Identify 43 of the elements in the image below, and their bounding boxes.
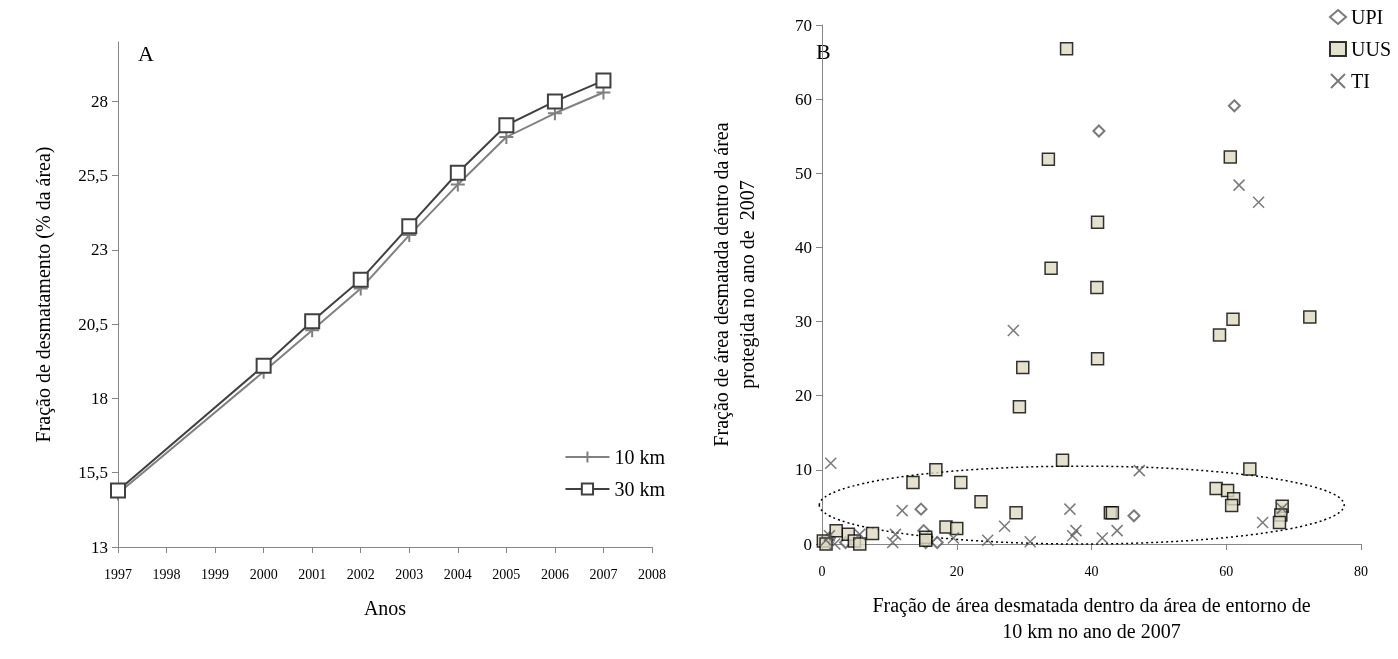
x-tick-label: 40 (1084, 563, 1099, 579)
x-tick-label: 2004 (443, 566, 472, 582)
x-tick-label: 20 (949, 563, 964, 579)
legend-label: 30 km (614, 478, 666, 500)
y-tick-label: 10 (795, 460, 812, 480)
x-tick-label: 80 (1354, 563, 1368, 579)
y-tick-label: 40 (795, 237, 812, 257)
y-axis-title: Fração de desmatamento (% da área) (32, 146, 55, 443)
y-tick-label: 25,5 (78, 166, 108, 186)
x-tick-label: 2006 (540, 566, 569, 582)
x-tick-label: 60 (1219, 563, 1234, 579)
legend-label: UPI (1350, 6, 1384, 28)
y-tick-label: 60 (795, 89, 812, 109)
y-tick-label: 18 (91, 388, 108, 408)
y-tick-label: 20,5 (78, 314, 108, 334)
x-tick-label: 1998 (152, 566, 181, 582)
x-tick-label: 2001 (298, 566, 327, 582)
x-tick-label: 2000 (249, 566, 278, 582)
y-tick-label: 70 (795, 15, 812, 35)
y-axis-title: Fração de área desmatada dentro da área protegida no ano de 2007 (710, 122, 759, 447)
y-tick-label: 0 (803, 534, 812, 554)
y-tick-label: 20 (795, 386, 812, 406)
y-tick-label: 28 (91, 91, 108, 111)
y-tick-label: 15,5 (78, 463, 108, 483)
annotation: A (138, 40, 154, 66)
y-tick-label: 50 (795, 163, 812, 183)
y-tick-label: 23 (91, 240, 108, 260)
x-tick-label: 0 (818, 563, 826, 579)
x-tick-label: 2005 (492, 566, 521, 582)
x-axis-title: Fração de área desmatada dentro da área de entorno de 10 km no ano de 2007 (872, 594, 1311, 642)
legend-label: 10 km (614, 446, 666, 468)
x-axis-title: Anos (363, 597, 407, 619)
legend-label: UUS (1350, 38, 1392, 60)
x-tick-label: 1999 (201, 566, 230, 582)
x-tick-label: 2007 (589, 566, 618, 582)
x-tick-label: 2008 (638, 566, 666, 582)
x-tick-label: 2002 (346, 566, 375, 582)
x-tick-label: 2003 (395, 566, 424, 582)
annotation: B (816, 38, 831, 64)
legend-label: TI (1350, 70, 1370, 92)
x-tick-label: 1997 (104, 566, 132, 582)
y-tick-label: 30 (795, 312, 812, 332)
y-tick-label: 13 (91, 537, 108, 557)
